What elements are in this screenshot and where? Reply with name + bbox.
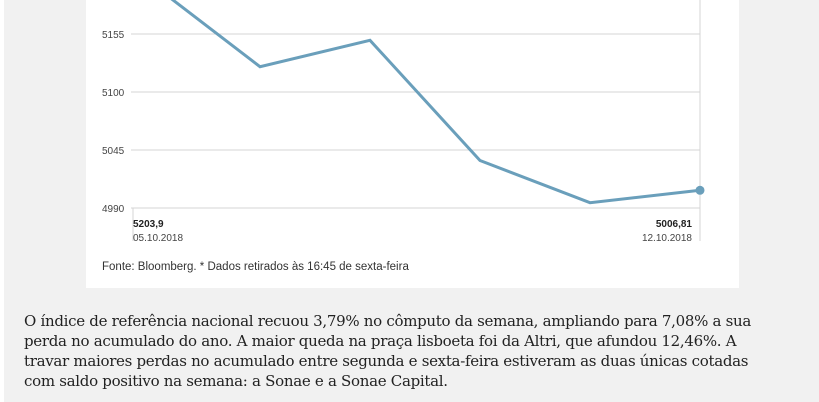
chart-card: 5155 5100 5045 4990 5203,9 05.10.2018 5006,…: [86, 0, 739, 288]
paragraph-line: O índice de referência nacional recuou 3…: [24, 312, 752, 330]
start-value-label: 5203,9: [133, 219, 164, 230]
paragraph-line: perda no acumulado do ano. A maior queda…: [24, 332, 737, 350]
paragraph-line: com saldo positivo na semana: a Sonae e …: [24, 372, 448, 390]
end-point-marker: [695, 185, 705, 195]
y-tick-label: 5100: [102, 88, 125, 99]
end-value-label: 5006,81: [656, 219, 693, 230]
y-tick-label: 4990: [102, 204, 125, 215]
end-date-label: 12.10.2018: [642, 233, 692, 244]
series-line: [170, 0, 701, 205]
y-tick-label: 5045: [102, 146, 125, 157]
y-tick-label: 5155: [102, 30, 125, 41]
article-paragraph: O índice de referência nacional recuou 3…: [24, 311, 751, 391]
source-note: Fonte: Bloomberg. * Dados retirados às 1…: [102, 261, 409, 273]
start-date-label: 05.10.2018: [133, 233, 183, 244]
paragraph-line: travar maiores perdas no acumulado entre…: [24, 352, 749, 370]
line-chart: 5155 5100 5045 4990 5203,9 05.10.2018 5006,…: [102, 0, 705, 244]
